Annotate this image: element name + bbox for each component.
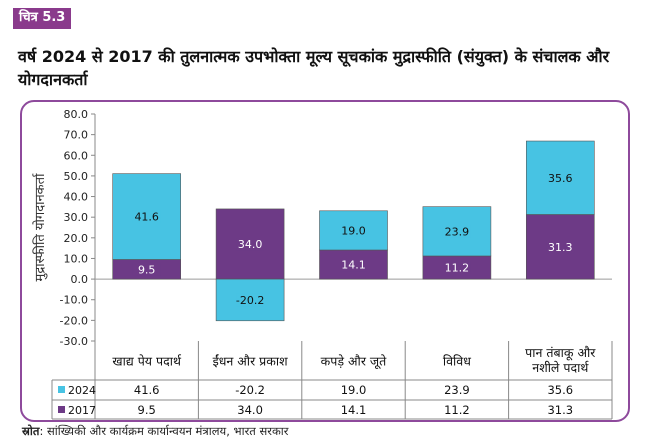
data-label: 23.9 xyxy=(445,225,470,238)
figure-label: चित्र 5.3 xyxy=(13,8,72,29)
bar-2024 xyxy=(319,210,388,251)
y-tick-label: -20.0 xyxy=(60,314,88,327)
category-label: पान तंबाकू और नशीले पदार्थ xyxy=(525,345,596,375)
y-tick-label: 50.0 xyxy=(64,170,89,183)
y-tick-label: 40.0 xyxy=(64,191,89,204)
table-value-2017: 11.2 xyxy=(444,403,470,417)
legend-label-2024: 2024 xyxy=(68,384,96,397)
y-tick-label: 70.0 xyxy=(64,129,89,142)
chart-svg: मुद्रास्फीति योगदानकर्ता 80.0 70.0 60.0 50.0… xyxy=(32,108,613,420)
data-label-box xyxy=(236,237,265,251)
category-label-line: पान तंबाकू और xyxy=(525,345,596,361)
y-axis-label: मुद्रास्फीति योगदानकर्ता xyxy=(32,173,48,282)
table-value-2024: 35.6 xyxy=(547,383,573,397)
table-value-2024: -20.2 xyxy=(235,383,265,397)
data-label-box xyxy=(132,262,161,276)
category-label-line: ईंधन और प्रकाश xyxy=(213,354,289,369)
data-label-box xyxy=(546,171,575,185)
source-text: : सांख्यिकी और कार्यक्रम कार्यान्वयन मंत… xyxy=(39,424,289,438)
legend-label-2017: 2017 xyxy=(68,404,96,417)
table-value-2017: 31.3 xyxy=(547,403,573,417)
table-value-2017: 14.1 xyxy=(341,403,367,417)
y-tick-label: 30.0 xyxy=(64,211,89,224)
category-label-line: नशीले पदार्थ xyxy=(532,360,589,375)
table-value-2024: 41.6 xyxy=(134,383,160,397)
y-tick-label: 10.0 xyxy=(64,252,89,265)
table-value-2024: 23.9 xyxy=(444,383,470,397)
category-label-line: विविध xyxy=(443,354,471,369)
data-label: 14.1 xyxy=(341,259,366,272)
table-value-2024: 19.0 xyxy=(341,383,367,397)
y-tick-label: 80.0 xyxy=(64,108,89,121)
y-tick-label: -10.0 xyxy=(60,294,88,307)
y-tick-label: 0.0 xyxy=(71,273,89,286)
data-label-box xyxy=(132,210,161,224)
legend-swatch-2024 xyxy=(58,386,65,393)
chart-title: वर्ष 2024 से 2017 की तुलनात्मक उपभोक्ता … xyxy=(18,47,610,89)
y-tick-label: 20.0 xyxy=(64,232,89,245)
table-value-2017: 9.5 xyxy=(138,403,156,417)
data-label: 9.5 xyxy=(138,263,156,276)
table-value-2017: 34.0 xyxy=(237,403,263,417)
category-label: खाद्य पेय पदार्थ xyxy=(112,354,182,369)
data-label-box xyxy=(442,261,471,275)
source-note: स्रोत: सांख्यिकी और कार्यक्रम कार्यान्वय… xyxy=(22,424,288,439)
data-label: 41.6 xyxy=(134,211,159,224)
chart-panel: मुद्रास्फीति योगदानकर्ता 80.0 70.0 60.0 50.0… xyxy=(20,100,630,422)
data-label: 34.0 xyxy=(238,238,263,251)
data-label: 19.0 xyxy=(341,224,366,237)
category-label-line: कपड़े और जूते xyxy=(321,354,388,370)
category-label: ईंधन और प्रकाश xyxy=(213,354,289,369)
category-label: कपड़े और जूते xyxy=(321,354,388,370)
data-label-box xyxy=(442,224,471,238)
data-label: 35.6 xyxy=(548,172,573,185)
y-tick-label: 60.0 xyxy=(64,149,89,162)
data-label-box xyxy=(339,258,368,272)
legend-swatch-2017 xyxy=(58,406,65,413)
category-label: विविध xyxy=(443,354,471,369)
data-label-box xyxy=(546,240,575,254)
data-label-box xyxy=(236,293,265,307)
category-label-line: खाद्य पेय पदार्थ xyxy=(112,354,182,369)
data-label: 11.2 xyxy=(445,262,470,275)
data-label: -20.2 xyxy=(236,294,264,307)
y-tick-label: -30.0 xyxy=(60,335,88,348)
data-label-box xyxy=(339,223,368,237)
source-label: स्रोत xyxy=(22,424,40,438)
data-label: 31.3 xyxy=(548,241,573,254)
